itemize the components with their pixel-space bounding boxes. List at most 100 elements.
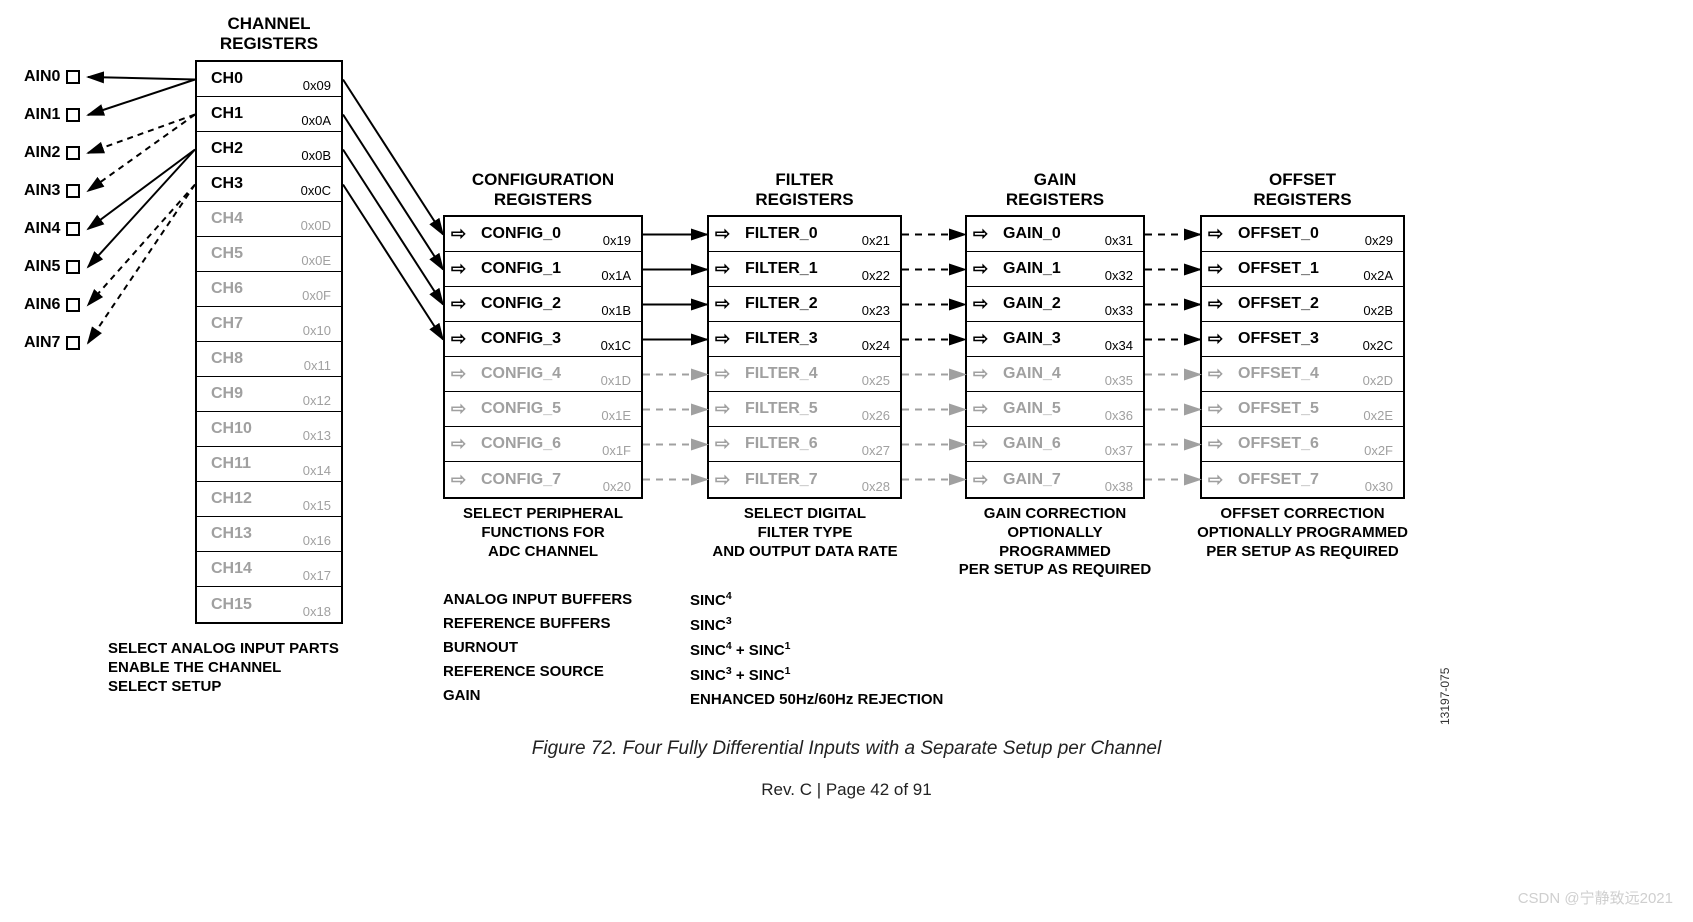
register-cell: CH20x0B [197,132,341,167]
register-address: 0x2C [1363,338,1395,356]
register-address: 0x14 [303,463,333,481]
register-address: 0x22 [862,268,892,286]
register-cell: ⇨FILTER_60x27 [709,427,900,462]
arrow-in-icon: ⇨ [451,259,466,280]
register-name: CONFIG_0 [481,225,561,243]
register-cell: CH10 0x13 [197,412,341,447]
filter-notes: SINC4SINC3SINC4 + SINC1SINC3 + SINC1ENHA… [690,588,1010,712]
register-address: 0x18 [303,604,333,622]
register-cell: ⇨FILTER_00x21 [709,217,900,252]
register-address: 0x20 [603,479,633,497]
register-address: 0x23 [862,303,892,321]
ain-label: AIN7 [24,334,60,352]
arrow-in-icon: ⇨ [715,399,730,420]
header-channel: CHANNELREGISTERS [195,14,343,53]
register-address: 0x35 [1105,373,1135,391]
register-cell: ⇨OFFSET_20x2B [1202,287,1403,322]
ain-label: AIN5 [24,258,60,276]
note-line: REFERENCE BUFFERS [443,612,663,636]
register-name: FILTER_6 [745,435,818,453]
register-cell: ⇨OFFSET_30x2C [1202,322,1403,357]
arrow-in-icon: ⇨ [973,224,988,245]
register-cell: CH50x0E [197,237,341,272]
register-cell: ⇨CONFIG_70x20 [445,462,641,497]
ain-pad-icon [66,260,80,274]
register-cell: ⇨CONFIG_40x1D [445,357,641,392]
header-offset: OFFSETREGISTERS [1200,170,1405,209]
header-gain: GAINREGISTERS [965,170,1145,209]
ain-pin: AIN7 [24,324,80,362]
register-name: CH10 [211,420,252,438]
figure-caption: Figure 72. Four Fully Differential Input… [0,738,1693,760]
register-address: 0x2A [1363,268,1395,286]
note-line: REFERENCE SOURCE [443,660,663,684]
arrow-in-icon: ⇨ [973,329,988,350]
register-cell: CH10x0A [197,97,341,132]
register-address: 0x1B [601,303,633,321]
arrow-in-icon: ⇨ [973,469,988,490]
register-name: CH11 [211,455,251,473]
register-name: OFFSET_0 [1238,225,1319,243]
offset-register-stack: ⇨OFFSET_00x29⇨OFFSET_10x2A⇨OFFSET_20x2B⇨… [1200,215,1405,499]
arrow-in-icon: ⇨ [973,259,988,280]
register-name: CONFIG_3 [481,330,561,348]
register-address: 0x27 [862,443,892,461]
arrow-in-icon: ⇨ [451,224,466,245]
register-name: OFFSET_5 [1238,400,1319,418]
arrow-in-icon: ⇨ [715,259,730,280]
note-line: SINC3 [690,613,1010,638]
ain-pin: AIN0 [24,58,80,96]
register-address: 0x1F [602,443,633,461]
register-address: 0x15 [303,498,333,516]
register-cell: ⇨CONFIG_50x1E [445,392,641,427]
register-address: 0x0D [301,218,333,236]
register-name: CONFIG_5 [481,400,561,418]
page-footer: Rev. C | Page 42 of 91 [0,780,1693,800]
note-line: GAIN [443,684,663,708]
register-cell: CH15 0x18 [197,587,341,622]
register-name: FILTER_4 [745,365,818,383]
register-address: 0x29 [1365,233,1395,251]
ain-pin: AIN5 [24,248,80,286]
ain-pin: AIN3 [24,172,80,210]
register-name: OFFSET_4 [1238,365,1319,383]
register-cell: ⇨CONFIG_60x1F [445,427,641,462]
arrow-in-icon: ⇨ [451,364,466,385]
register-name: FILTER_5 [745,400,818,418]
ain-pad-icon [66,70,80,84]
register-address: 0x13 [303,428,333,446]
register-address: 0x2B [1363,303,1395,321]
register-cell: CH80x11 [197,342,341,377]
arrow-in-icon: ⇨ [1208,224,1223,245]
register-cell: CH120x15 [197,482,341,517]
register-name: CONFIG_4 [481,365,561,383]
register-address: 0x31 [1105,233,1135,251]
register-cell: ⇨OFFSET_50x2E [1202,392,1403,427]
arrow-in-icon: ⇨ [1208,399,1223,420]
register-name: CH15 [211,596,252,614]
note-line: ENHANCED 50Hz/60Hz REJECTION [690,688,1010,712]
register-cell: ⇨ OFFSET_0 0x29 [1202,217,1403,252]
header-config: CONFIGURATIONREGISTERS [443,170,643,209]
watermark: CSDN @宁静致远2021 [1518,887,1673,908]
register-name: CH4 [211,210,243,228]
register-cell: ⇨CONFIG_10x1A [445,252,641,287]
register-name: GAIN_2 [1003,295,1061,313]
register-name: OFFSET_3 [1238,330,1319,348]
channel-register-stack: CH00x09CH10x0ACH20x0BCH30x0CCH40x0DCH50x… [195,60,343,624]
register-cell: ⇨GAIN_00x31 [967,217,1143,252]
register-address: 0x25 [862,373,892,391]
register-address: 0x1A [601,268,633,286]
register-name: FILTER_1 [745,260,818,278]
register-name: GAIN_1 [1003,260,1061,278]
ain-pin: AIN4 [24,210,80,248]
ain-pad-icon [66,336,80,350]
register-address: 0x26 [862,408,892,426]
register-name: GAIN_7 [1003,471,1061,489]
arrow-in-icon: ⇨ [715,329,730,350]
config-notes: ANALOG INPUT BUFFERSREFERENCE BUFFERSBUR… [443,588,663,708]
register-cell: ⇨GAIN_30x34 [967,322,1143,357]
header-filter: FILTERREGISTERS [707,170,902,209]
register-address: 0x1E [601,408,633,426]
ain-label: AIN3 [24,182,60,200]
